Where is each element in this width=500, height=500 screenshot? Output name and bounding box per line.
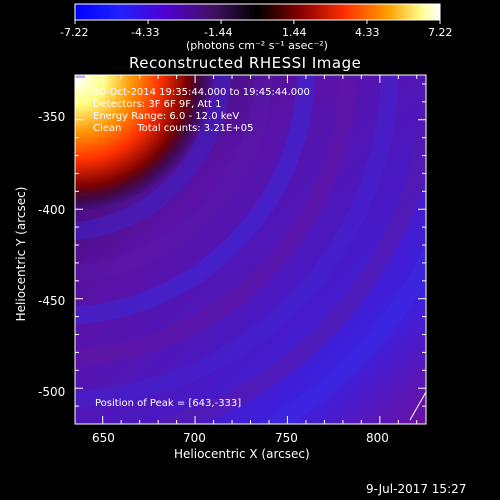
colorbar-tick-label: -4.33 [131, 26, 160, 39]
peak-position-text: Position of Peak = [643,-333] [95, 398, 242, 409]
detectors-text: Detectors: 3F 6F 9F, Att 1 [93, 99, 222, 110]
energy-range-text: Energy Range: 6.0 - 12.0 keV [93, 111, 240, 122]
chart-title: Reconstructed RHESSI Image [129, 54, 362, 72]
x-axis-label: Heliocentric X (arcsec) [174, 447, 310, 461]
y-tick-label: -400 [38, 203, 66, 217]
footer-date: 9-Jul-2017 15:27 [366, 482, 467, 496]
colorbar-ticks [74, 20, 441, 24]
x-tick-label: 700 [183, 431, 206, 445]
time-range-text: 20-Oct-2014 19:35:44.000 to 19:45:44.000 [93, 87, 310, 98]
colorbar-tick-label: 4.33 [355, 26, 380, 39]
colorbar-tick-label: -1.44 [204, 26, 233, 39]
x-tick-label: 800 [366, 431, 389, 445]
x-tick-label: 650 [92, 431, 115, 445]
y-tick-label: -450 [38, 294, 66, 308]
colorbar-unit-label: (photons cm⁻² s⁻¹ asec⁻²) [186, 39, 328, 52]
flare-source [75, 75, 215, 215]
limb-line [409, 391, 426, 421]
clean-counts-text: Clean Total counts: 3.21E+05 [93, 123, 254, 134]
axis-ticks [75, 75, 426, 424]
x-tick-label: 750 [275, 431, 298, 445]
image-area [75, 75, 426, 424]
y-tick-label: -500 [38, 385, 66, 399]
corner-marker [75, 75, 85, 78]
y-axis-label: Heliocentric Y (arcsec) [14, 186, 28, 322]
y-tick-label: -350 [38, 110, 66, 124]
colorbar-tick-label: 7.22 [428, 26, 453, 39]
colorbar [74, 3, 441, 21]
colorbar-tick-label: -7.22 [60, 26, 89, 39]
colorbar-tick-label: 1.44 [282, 26, 307, 39]
